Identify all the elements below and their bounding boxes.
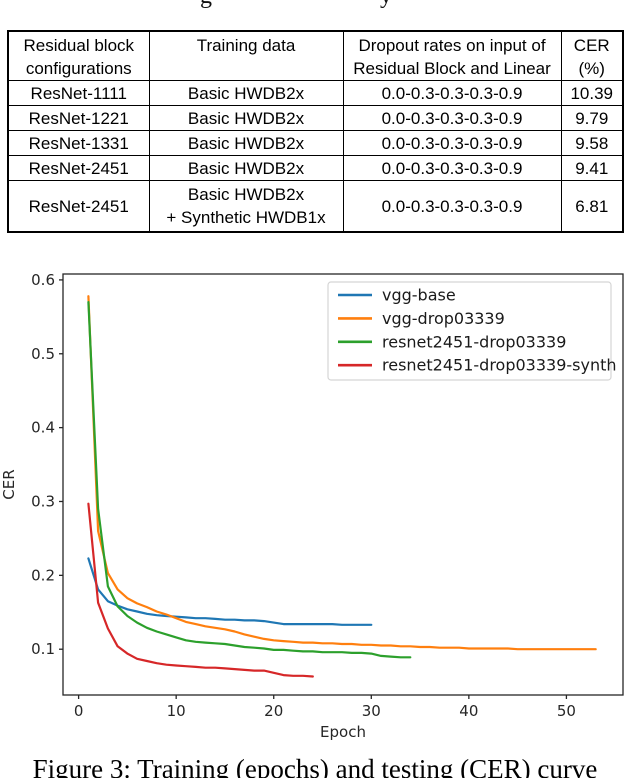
table-cell: Basic HWDB2x [148,105,344,131]
y-tick-label: 0.3 [31,492,55,510]
series-vgg-drop03339 [87,295,597,651]
x-tick-label: 30 [362,702,381,720]
x-tick-label: 0 [74,702,84,720]
table-row: ResNet-1221 Basic HWDB2x 0.0-0.3-0.3-0.3-0… [7,105,624,131]
remnant-glyph-y: y [380,0,392,9]
legend-label-vgg-drop03339: vgg-drop03339 [382,309,505,328]
table-header-cell: Residual block configurations [7,30,150,81]
table-cell: 9.41 [560,155,624,181]
table-cell: Basic HWDB2x [148,155,344,181]
x-tick-label: 50 [557,702,576,720]
table-cell: 0.0-0.3-0.3-0.3-0.9 [342,180,562,233]
table-cell: Basic HWDB2x + Synthetic HWDB1x [148,180,344,233]
remnant-glyph-g: g [200,0,212,9]
training-curve-chart: 0 10 20 30 40 50 0.1 0.2 0.3 0.4 0.5 0.6 Epoch CER vgg… [0,271,624,741]
table-cell: Basic HWDB2x [148,80,344,106]
table-cell: Basic HWDB2x [148,130,344,156]
table-cell: ResNet-1221 [7,105,150,131]
table-cell: 9.79 [560,105,624,131]
y-tick-label: 0.5 [31,345,55,363]
table-cell: 10.39 [560,80,624,106]
table-header-cell: Training data [148,30,344,81]
y-tick-label: 0.6 [31,271,55,289]
table-cell: 0.0-0.3-0.3-0.3-0.9 [342,105,562,131]
table-cell: 0.0-0.3-0.3-0.3-0.9 [342,80,562,106]
table-row: ResNet-2451 Basic HWDB2x + Synthetic HWDB1… [7,180,624,233]
table-cell: 0.0-0.3-0.3-0.3-0.9 [342,155,562,181]
series-resnet2451-drop03339 [87,300,412,659]
x-tick-label: 40 [459,702,478,720]
x-axis-label: Epoch [320,723,366,741]
legend-label-vgg-base: vgg-base [382,286,456,305]
y-tick-label: 0.2 [31,566,55,584]
table-cell: ResNet-1111 [7,80,150,106]
plot-frame [62,273,624,696]
legend-label-resnet2451-drop03339: resnet2451-drop03339 [382,332,566,351]
table-row: ResNet-1111 Basic HWDB2x 0.0-0.3-0.3-0.3-0… [7,80,624,106]
table-cell: 6.81 [560,180,624,233]
table-header-cell: Dropout rates on input of Residual Block … [342,30,562,81]
results-table: Residual block configurations Training dat… [7,30,624,233]
figure-caption: Figure 3: Training (epochs) and testing … [0,750,630,778]
series-resnet2451-drop03339-synth [87,502,314,678]
cropped-text-remnant: g y [0,0,630,9]
table-row: ResNet-1331 Basic HWDB2x 0.0-0.3-0.3-0.3-0… [7,130,624,156]
table-cell: ResNet-2451 [7,155,150,181]
table-cell: ResNet-2451 [7,180,150,233]
y-tick-label: 0.1 [31,640,55,658]
table-row: ResNet-2451 Basic HWDB2x 0.0-0.3-0.3-0.3-0… [7,155,624,181]
series-vgg-base [87,557,373,626]
x-tick-label: 10 [167,702,186,720]
legend-box [327,281,612,381]
y-axis-label: CER [0,469,18,499]
table-header-row: Residual block configurations Training dat… [7,30,624,81]
legend-label-resnet2451-drop03339-synth: resnet2451-drop03339-synth [382,356,617,375]
x-tick-label: 20 [264,702,283,720]
figure-caption-text: Figure 3: Training (epochs) and testing … [32,754,598,778]
table-header-cell: CER (%) [560,30,624,81]
table-cell: 0.0-0.3-0.3-0.3-0.9 [342,130,562,156]
table-cell: ResNet-1331 [7,130,150,156]
table-cell: 9.58 [560,130,624,156]
y-tick-label: 0.4 [31,419,55,437]
